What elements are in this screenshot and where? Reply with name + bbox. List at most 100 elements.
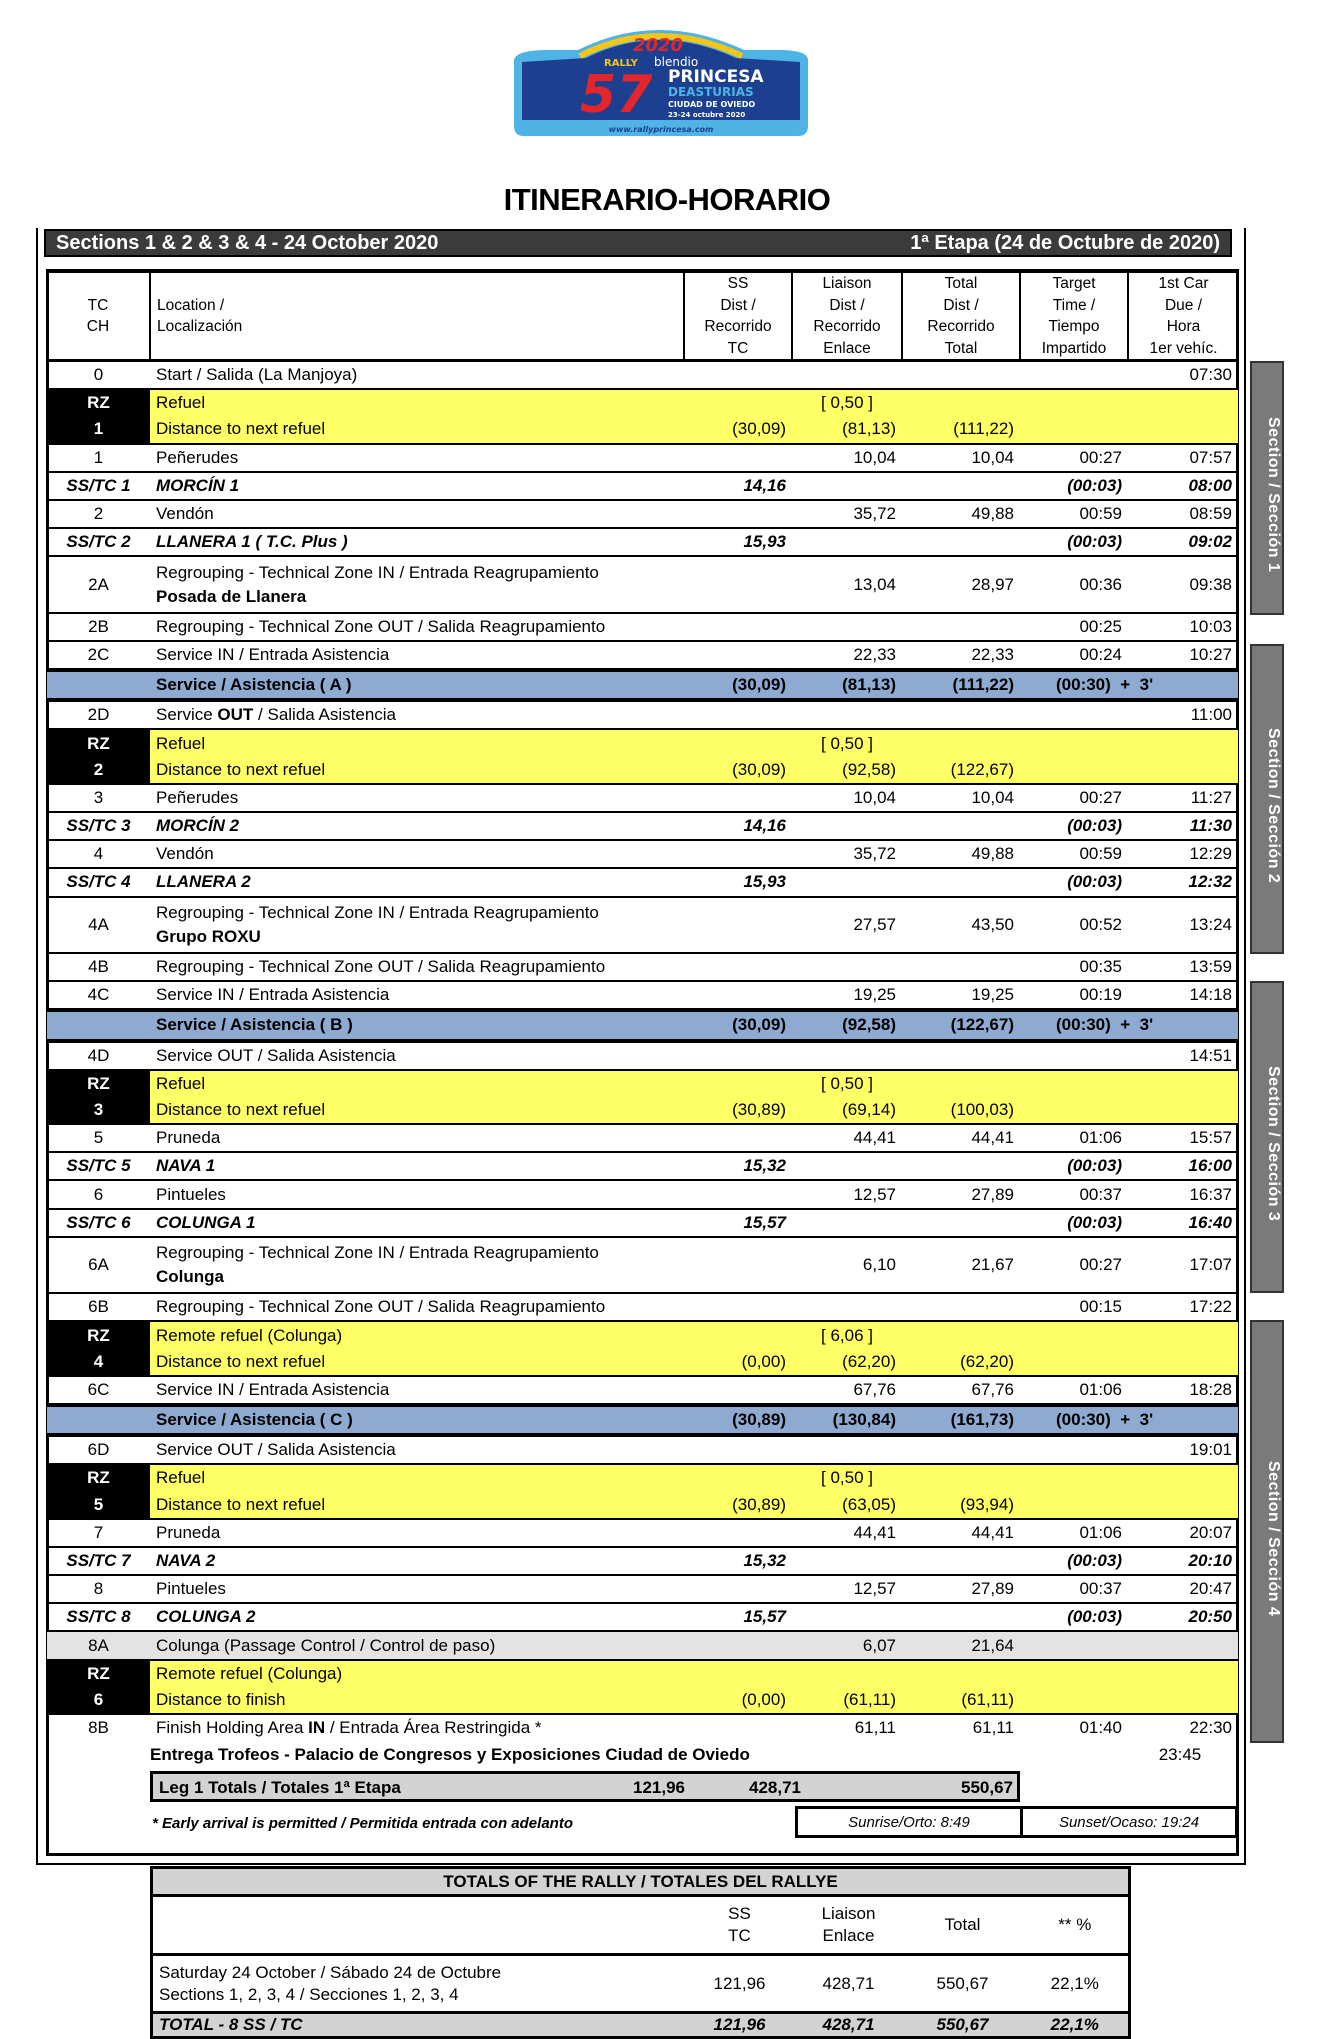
first-car-time: 20:50 — [1128, 1602, 1238, 1632]
page-title: ITINERARIO-HORARIO — [503, 182, 831, 217]
rz-number: 2 — [47, 756, 150, 784]
liaison-distance — [792, 951, 902, 982]
ss-distance: (0,00) — [684, 1348, 792, 1376]
ss-distance: 15,57 — [684, 1602, 792, 1632]
blank — [902, 1658, 1020, 1687]
ss-distance: (30,89) — [684, 1491, 792, 1519]
target-time: (00:03) — [1020, 811, 1128, 841]
target-time: (00:30) + 3' — [1020, 668, 1238, 703]
refuel-zone-row: RZ Remote refuel (Colunga) [ 6,06 ] — [47, 1320, 1238, 1349]
refuel-distance: [ 0,50 ] — [792, 1463, 902, 1492]
blank-header — [151, 1894, 686, 1956]
refuel-zone-row-distance: 3 Distance to next refuel (30,89) (69,14) (1… — [47, 1096, 1238, 1125]
target-time — [1020, 699, 1128, 730]
target-time: 01:06 — [1020, 1374, 1128, 1405]
total-distance: 43,50 — [902, 895, 1020, 953]
ss-distance: 15,32 — [684, 1545, 792, 1576]
svg-text:blendio: blendio — [654, 55, 698, 69]
total-distance: 21,67 — [902, 1235, 1020, 1294]
liaison-distance — [792, 1602, 902, 1632]
refuel-zone-row-distance: 6 Distance to finish (0,00) (61,11) (61,11) — [47, 1686, 1238, 1715]
svg-text:23-24 octubre 2020: 23-24 octubre 2020 — [668, 111, 745, 119]
ss-distance: 15,93 — [684, 867, 792, 897]
total-distance: (111,22) — [902, 668, 1020, 703]
tc-code: 3 — [47, 782, 150, 813]
total-distance: (61,11) — [902, 1686, 1020, 1715]
refuel-label: Refuel — [150, 1068, 684, 1097]
tc-code: 4A — [47, 895, 150, 953]
day-ss: 121,96 — [685, 1953, 794, 2014]
rz-number: 5 — [47, 1491, 150, 1519]
blank — [1020, 1491, 1128, 1519]
total-distance: (122,67) — [902, 1008, 1020, 1043]
total-distance: (111,22) — [902, 416, 1020, 444]
header-right: 1ª Etapa (24 de Octubre de 2020) — [910, 231, 1220, 254]
total-distance — [902, 1602, 1020, 1632]
blank — [902, 728, 1020, 757]
location: Service OUT / Salida Asistencia — [150, 699, 684, 730]
blank — [1020, 1068, 1128, 1097]
target-time: 00:37 — [1020, 1179, 1128, 1209]
tc-code — [47, 1402, 150, 1438]
awards-time: 23:45 — [1158, 1745, 1202, 1764]
refuel-zone-row: RZ Refuel [ 0,50 ] — [47, 728, 1238, 757]
total-distance — [902, 699, 1020, 730]
day-pct: 22,1% — [1021, 1953, 1130, 2014]
blank — [1020, 416, 1128, 444]
liaison-distance: 13,04 — [792, 555, 902, 613]
first-car-time: 08:00 — [1128, 470, 1238, 500]
target-time: 01:40 — [1020, 1713, 1128, 1742]
first-car-time: 12:32 — [1128, 867, 1238, 897]
rz-code: RZ — [47, 1320, 150, 1349]
header-total: Total — [903, 1894, 1022, 1956]
refuel-zone-row-distance: 2 Distance to next refuel (30,09) (92,58) (1… — [47, 756, 1238, 784]
tc-code: 7 — [47, 1517, 150, 1547]
blank — [684, 728, 792, 757]
itinerary-row: 6B Regrouping - Technical Zone OUT / Sali… — [47, 1292, 1238, 1322]
tc-code: SS/TC 7 — [47, 1545, 150, 1576]
ss-distance — [684, 498, 792, 529]
header-pct: ** % — [1021, 1894, 1130, 1956]
liaison-distance: 44,41 — [792, 1517, 902, 1547]
location: Peñerudes — [150, 442, 684, 472]
total-distance: 28,97 — [902, 555, 1020, 613]
target-time: (00:03) — [1020, 1602, 1128, 1632]
stage-row: SS/TC 3 MORCÍN 2 14,16 (00:03) 11:30 — [47, 811, 1238, 841]
refuel-zone-row-distance: 1 Distance to next refuel (30,09) (81,13) (1… — [47, 416, 1238, 444]
first-car-time: 14:18 — [1128, 980, 1238, 1011]
liaison-distance: (81,13) — [792, 416, 902, 444]
total-distance: 19,25 — [902, 980, 1020, 1011]
total-distance — [902, 1292, 1020, 1322]
liaison-distance: (62,20) — [792, 1348, 902, 1376]
liaison-distance — [792, 1545, 902, 1576]
column-header-total-dist: Total Dist / Recorrido Total — [901, 270, 1020, 362]
ss-distance — [684, 1374, 792, 1405]
liaison-distance: 44,41 — [792, 1123, 902, 1153]
liaison-distance: 12,57 — [792, 1574, 902, 1604]
svg-text:PRINCESA: PRINCESA — [668, 67, 764, 87]
target-time: 00:15 — [1020, 1292, 1128, 1322]
stage-row: SS/TC 2 LLANERA 1 ( T.C. Plus ) 15,93 (00:0… — [47, 527, 1238, 557]
location: NAVA 1 — [150, 1151, 684, 1181]
refuel-label: Refuel — [150, 728, 684, 757]
ss-distance — [684, 359, 792, 390]
liaison-distance: (63,05) — [792, 1491, 902, 1519]
ss-distance: 14,16 — [684, 470, 792, 500]
first-car-time: 07:30 — [1128, 359, 1238, 390]
ss-distance — [684, 1292, 792, 1322]
ss-distance — [684, 1574, 792, 1604]
tc-code: SS/TC 4 — [47, 867, 150, 897]
rz-number: 6 — [47, 1686, 150, 1715]
tc-code: 1 — [47, 442, 150, 472]
itinerary-row: 8 Pintueles 12,57 27,89 00:37 20:47 — [47, 1574, 1238, 1604]
tc-code: 4D — [47, 1039, 150, 1070]
location: Service OUT / Salida Asistencia — [150, 1039, 684, 1070]
blank — [1128, 416, 1238, 444]
blank — [684, 1320, 792, 1349]
liaison-distance: 12,57 — [792, 1179, 902, 1209]
blank — [1128, 1096, 1238, 1125]
location: Service IN / Entrada Asistencia — [150, 639, 684, 671]
location: Peñerudes — [150, 782, 684, 813]
tc-code: SS/TC 8 — [47, 1602, 150, 1632]
location: Regrouping - Technical Zone OUT / Salida… — [150, 611, 684, 641]
